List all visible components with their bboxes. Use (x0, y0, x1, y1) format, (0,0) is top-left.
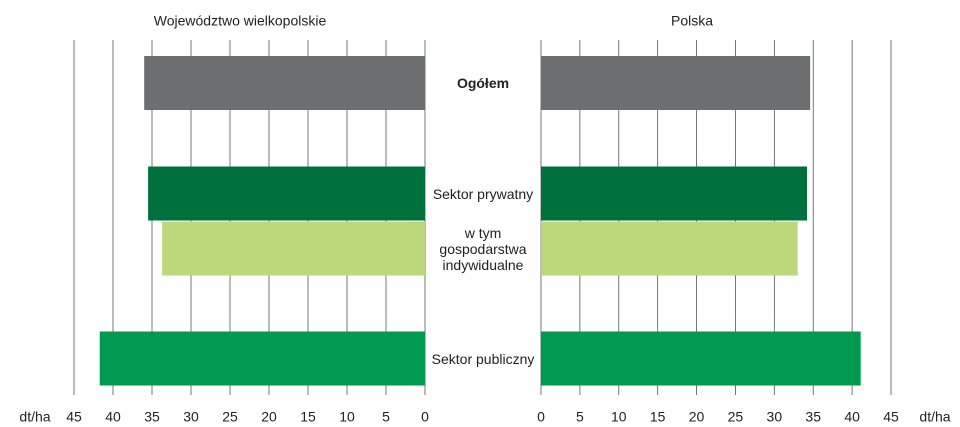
x-tick-label: 45 (66, 409, 82, 425)
x-tick-label: 25 (728, 409, 744, 425)
category-label: Sektor prywatny (432, 185, 534, 202)
bar (541, 331, 861, 386)
x-tick-label: 20 (689, 409, 705, 425)
x-axis-label: dt/ha (919, 409, 950, 425)
chart-title: Polska (671, 13, 713, 29)
bar (541, 56, 811, 110)
bar (162, 221, 425, 276)
x-tick-label: 25 (222, 409, 238, 425)
x-tick-label: 15 (300, 409, 316, 425)
x-tick-label: 15 (650, 409, 666, 425)
x-tick-label: 0 (537, 409, 545, 425)
x-tick-label: 5 (576, 409, 584, 425)
x-tick-label: 40 (844, 409, 860, 425)
x-tick-label: 20 (261, 409, 277, 425)
x-tick-label: 40 (105, 409, 121, 425)
x-tick-label: 30 (767, 409, 783, 425)
x-tick-label: 0 (421, 409, 429, 425)
bar (99, 331, 426, 386)
x-tick-label: 30 (183, 409, 199, 425)
bar (541, 166, 807, 221)
bar (148, 166, 425, 221)
x-tick-label: 45 (883, 409, 899, 425)
x-tick-label: 5 (382, 409, 390, 425)
x-axis-label: dt/ha (19, 409, 50, 425)
x-tick-label: 35 (144, 409, 160, 425)
chart-title: Województwo wielkopolskie (154, 13, 327, 29)
category-label: Ogółem (456, 75, 510, 91)
x-tick-label: 10 (339, 409, 355, 425)
bar (144, 56, 425, 110)
x-tick-label: 35 (805, 409, 821, 425)
category-label: Sektor publiczny (431, 350, 535, 367)
x-tick-label: 10 (611, 409, 627, 425)
bar (541, 221, 798, 276)
category-label: w tym gospodarstwa indywidualne (439, 224, 527, 273)
